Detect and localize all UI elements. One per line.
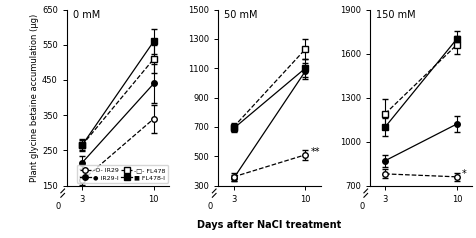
- Legend: -O- IR29, ● IR29-I, -□- FL478, ■ FL478-I: -O- IR29, ● IR29-I, -□- FL478, ■ FL478-I: [77, 165, 168, 183]
- Text: 0: 0: [56, 202, 61, 211]
- Text: 150 mM: 150 mM: [375, 10, 415, 20]
- Text: Days after NaCl treatment: Days after NaCl treatment: [197, 220, 341, 230]
- Text: 0 mM: 0 mM: [73, 10, 100, 20]
- Text: 50 mM: 50 mM: [224, 10, 258, 20]
- Y-axis label: Plant glycine betaine accumulation (μg): Plant glycine betaine accumulation (μg): [30, 14, 39, 182]
- Text: **: **: [310, 147, 319, 157]
- Text: *: *: [461, 169, 466, 179]
- Text: 0: 0: [358, 202, 364, 211]
- Text: 0: 0: [207, 202, 212, 211]
